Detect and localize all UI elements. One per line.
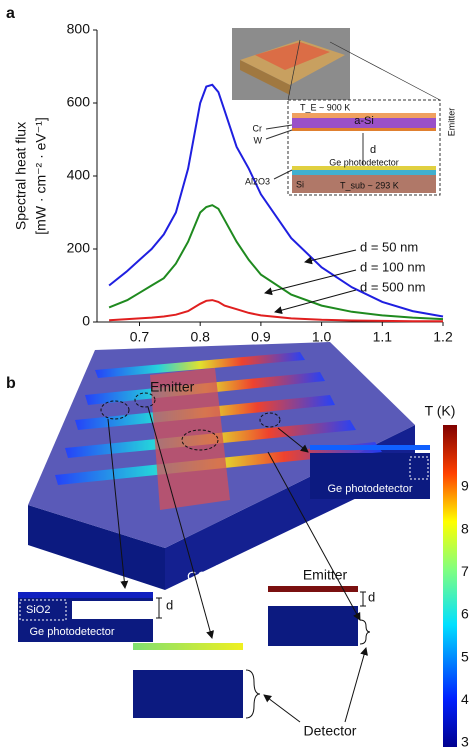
colorbar-labels: 9 8 7 6 5 4 3 xyxy=(461,478,469,750)
y-tick-label: 0 xyxy=(82,313,90,329)
layer xyxy=(72,601,153,619)
y-tick-label: 600 xyxy=(67,94,91,110)
layer xyxy=(133,643,243,650)
legend-label: d = 50 nm xyxy=(360,239,418,254)
brace xyxy=(246,670,260,718)
layer xyxy=(292,170,436,175)
layer xyxy=(18,592,153,598)
inset-label: Si xyxy=(296,179,304,189)
colorbar xyxy=(443,425,457,747)
x-tick-label: 0.9 xyxy=(251,329,271,345)
y-tick-label: 400 xyxy=(67,167,91,183)
diagram-label: Emitter xyxy=(303,567,348,583)
series-line xyxy=(109,300,443,321)
inset-label: Cr xyxy=(253,123,263,133)
colorbar-label: 4 xyxy=(461,691,469,707)
layer xyxy=(268,606,358,646)
arrow xyxy=(345,648,366,722)
colorbar-label: 3 xyxy=(461,734,469,750)
inset-label: Al2O3 xyxy=(245,176,270,186)
panel-label: a xyxy=(6,5,15,22)
figure: a b 02004006008000.70.80.91.01.11.2Frequ… xyxy=(0,0,471,752)
arrow xyxy=(264,695,300,722)
legend-label: d = 100 nm xyxy=(360,259,425,274)
inset-label: a-Si xyxy=(354,115,374,127)
layer xyxy=(310,445,430,450)
diagram-label: Detector xyxy=(304,723,357,739)
colorbar-label: 8 xyxy=(461,520,469,536)
y-tick-label: 200 xyxy=(67,240,91,256)
inset-label: W xyxy=(254,135,263,145)
diagram-label: SiO2 xyxy=(26,604,50,616)
colorbar-label: 5 xyxy=(461,648,469,664)
y-tick-label: 800 xyxy=(67,21,91,37)
colorbar-label: 7 xyxy=(461,563,469,579)
diagram-label: Ge photodetector xyxy=(29,626,114,638)
diagram-label: Ge photodetector xyxy=(327,483,412,495)
layer xyxy=(133,670,243,718)
gap xyxy=(360,592,366,606)
y-axis-label: [mW · cm⁻² · eV⁻¹] xyxy=(33,117,49,234)
inset-label: T_E ~ 900 K xyxy=(300,102,350,112)
arrow xyxy=(305,250,356,262)
diagram: Emitter Ge photodetector Ge photodetecto… xyxy=(18,342,469,750)
inset-label: Emitter xyxy=(446,108,456,137)
layer xyxy=(292,128,436,131)
legend-label: d = 500 nm xyxy=(360,279,425,294)
y-axis-label: Spectral heat flux xyxy=(13,122,29,230)
diagram-label: Emitter xyxy=(150,379,195,395)
x-tick-label: 1.1 xyxy=(373,329,393,345)
colorbar-label: 6 xyxy=(461,606,469,622)
colorbar-title: T (K) xyxy=(425,403,456,419)
x-tick-label: 1.2 xyxy=(433,329,453,345)
inset-label: Ge photodetector xyxy=(329,157,399,167)
inset-label: d xyxy=(370,144,376,156)
inset: T_E ~ 900 K a-Si Cr W d Al2O3 Si Ge phot… xyxy=(232,28,456,195)
brace xyxy=(360,620,370,644)
gap xyxy=(156,598,162,618)
diagram-label: d xyxy=(166,597,173,612)
inset-label: T_sub ~ 293 K xyxy=(340,180,399,190)
x-tick-label: 0.8 xyxy=(190,329,210,345)
arrow xyxy=(275,290,356,312)
panel-label: b xyxy=(6,375,16,392)
colorbar-label: 9 xyxy=(461,478,469,494)
diagram-label: d xyxy=(368,589,375,604)
x-tick-label: 0.7 xyxy=(130,329,150,345)
